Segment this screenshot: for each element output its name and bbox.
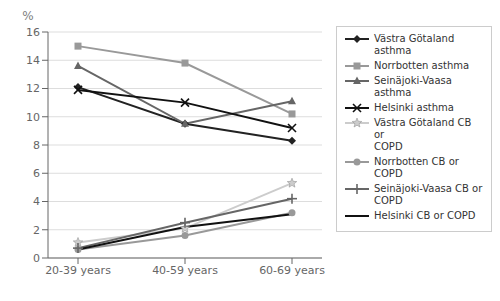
svg-text:14: 14 bbox=[26, 54, 40, 67]
html-text:Norrbotten asthma: Norrbotten asthma bbox=[374, 60, 470, 71]
html-text:Västra Götaland CB or: Västra Götaland CB or bbox=[374, 117, 472, 140]
svg-text:0: 0 bbox=[33, 252, 40, 265]
html-text:Seinäjoki-Vaasa: Seinäjoki-Vaasa bbox=[374, 75, 452, 86]
svg-text:20-39 years: 20-39 years bbox=[45, 264, 111, 277]
html-text:COPD: COPD bbox=[374, 141, 403, 152]
html-text:Norrbotten CB or: Norrbotten CB or bbox=[374, 156, 459, 167]
html-text:asthma: asthma bbox=[374, 45, 412, 56]
svg-text:2: 2 bbox=[33, 224, 40, 237]
html-text:Helsinki CB or COPD: Helsinki CB or COPD bbox=[374, 210, 476, 221]
svg-text:10: 10 bbox=[26, 111, 40, 124]
svg-text:4: 4 bbox=[33, 195, 40, 208]
html-text:COPD: COPD bbox=[374, 168, 403, 179]
svg-text:%: % bbox=[22, 9, 33, 23]
svg-text:60-69 years: 60-69 years bbox=[259, 264, 325, 277]
svg-text:8: 8 bbox=[33, 139, 40, 152]
svg-text:12: 12 bbox=[26, 82, 40, 95]
html-text:COPD: COPD bbox=[374, 195, 403, 206]
html-text:Helsinki asthma: Helsinki asthma bbox=[374, 102, 454, 113]
html-text:asthma: asthma bbox=[374, 87, 412, 98]
svg-text:40-59 years: 40-59 years bbox=[152, 264, 218, 277]
html-text:Seinäjoki-Vaasa CB or: Seinäjoki-Vaasa CB or bbox=[374, 183, 483, 194]
html-text:Västra Götaland: Västra Götaland bbox=[374, 33, 455, 44]
svg-text:16: 16 bbox=[26, 26, 40, 39]
svg-text:6: 6 bbox=[33, 167, 40, 180]
